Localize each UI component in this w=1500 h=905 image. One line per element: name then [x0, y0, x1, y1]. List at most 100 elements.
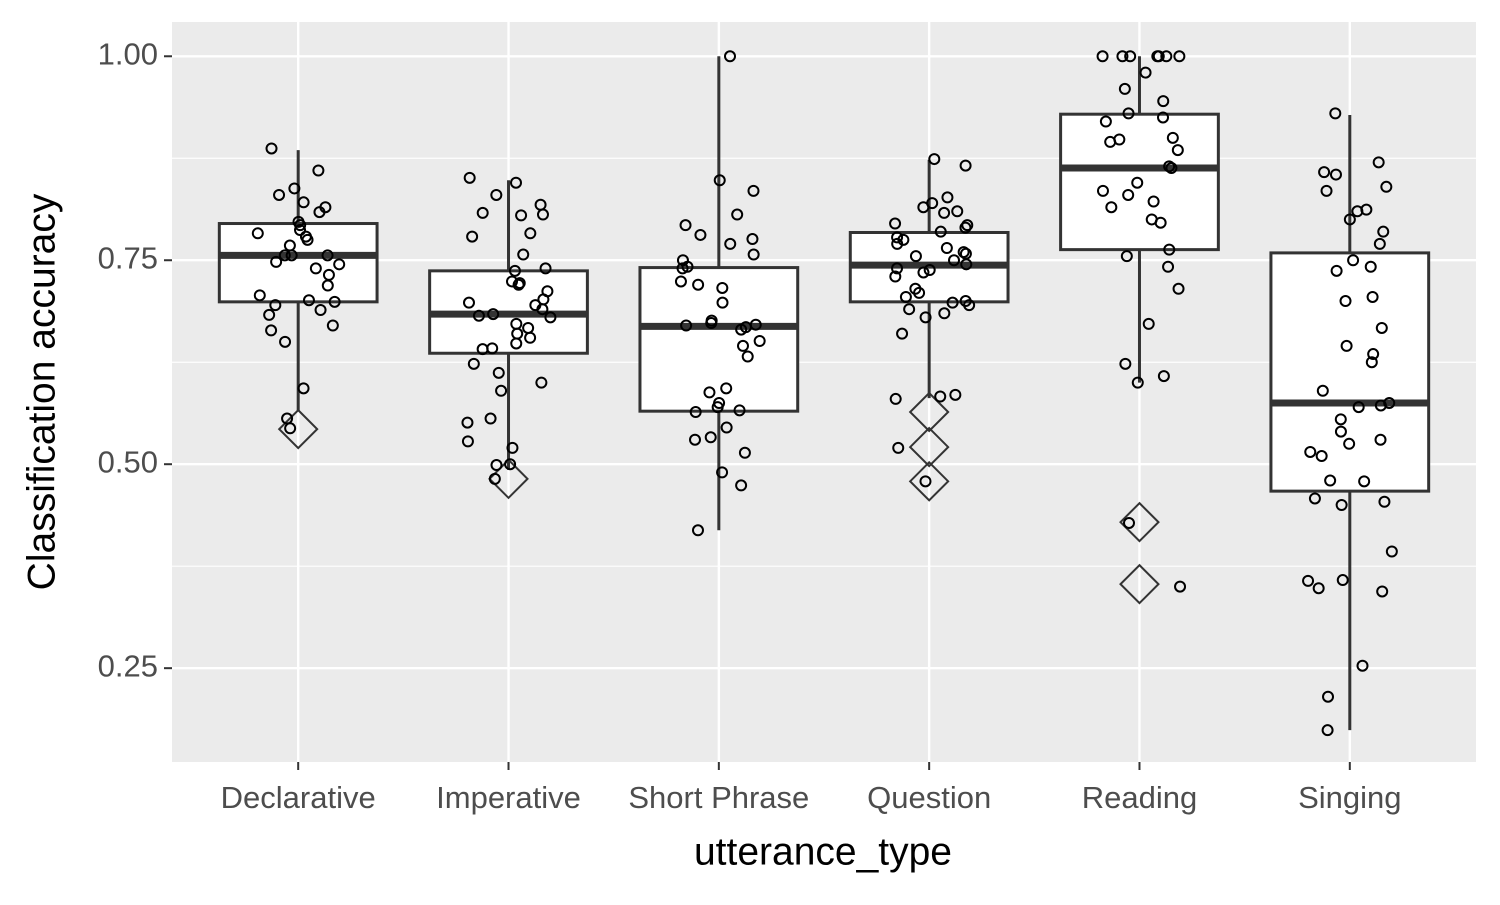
point: [957, 246, 970, 259]
y-tick-label: 1.00: [98, 36, 158, 71]
point: [940, 241, 953, 254]
point: [941, 191, 954, 204]
point: [1343, 213, 1356, 226]
point: [251, 227, 264, 240]
x-tick-label: Question: [867, 780, 991, 815]
point: [676, 262, 689, 275]
point: [278, 249, 291, 262]
point: [536, 208, 549, 221]
point: [1099, 115, 1112, 128]
point: [506, 275, 519, 288]
point: [1174, 580, 1187, 593]
point: [1315, 450, 1328, 463]
point: [1116, 50, 1129, 63]
point: [1373, 237, 1386, 250]
point: [1123, 516, 1136, 529]
point: [1118, 82, 1131, 95]
point: [689, 405, 702, 418]
point: [1171, 144, 1184, 157]
point: [508, 264, 521, 277]
point: [703, 386, 716, 399]
point: [1375, 321, 1388, 334]
point: [1119, 357, 1132, 370]
point: [461, 435, 474, 448]
point: [488, 472, 501, 485]
point: [544, 311, 557, 324]
point: [928, 153, 941, 166]
point: [961, 219, 974, 232]
point: [746, 233, 759, 246]
outlier: [1119, 501, 1160, 543]
point: [1124, 50, 1137, 63]
point: [891, 231, 904, 244]
point: [747, 184, 760, 197]
point: [253, 289, 266, 302]
point: [1343, 437, 1356, 450]
point: [919, 475, 932, 488]
point: [1374, 433, 1387, 446]
point: [515, 209, 528, 222]
point: [691, 524, 704, 537]
point: [1139, 66, 1152, 79]
point: [313, 206, 326, 219]
point: [891, 262, 904, 275]
point: [1380, 180, 1393, 193]
point: [736, 339, 749, 352]
point: [1105, 201, 1118, 214]
point: [919, 311, 932, 324]
point: [716, 296, 729, 309]
point: [1339, 295, 1352, 308]
point: [1329, 168, 1342, 181]
point: [309, 262, 322, 275]
point: [1320, 184, 1333, 197]
point: [694, 228, 707, 241]
outlier: [1119, 563, 1160, 605]
point: [326, 319, 339, 332]
point: [724, 50, 737, 63]
point: [1160, 50, 1173, 63]
point: [1165, 162, 1178, 175]
x-tick-label: Short Phrase: [628, 780, 809, 815]
point: [1096, 184, 1109, 197]
point: [321, 249, 334, 262]
point: [1308, 492, 1321, 505]
point: [312, 164, 325, 177]
point: [1334, 413, 1347, 426]
point: [1324, 474, 1337, 487]
point: [492, 366, 505, 379]
point: [889, 270, 902, 283]
point: [512, 278, 525, 291]
point: [1157, 370, 1170, 383]
point: [1131, 376, 1144, 389]
point: [487, 308, 500, 321]
point: [1366, 290, 1379, 303]
point: [959, 221, 972, 234]
point: [735, 323, 748, 336]
y-tick-label: 0.25: [98, 648, 158, 683]
point: [741, 350, 754, 363]
point: [1335, 498, 1348, 511]
point: [903, 303, 916, 316]
point: [1352, 401, 1365, 414]
point: [461, 416, 474, 429]
point: [484, 412, 497, 425]
point: [934, 390, 947, 403]
box: [638, 266, 800, 413]
point: [273, 188, 286, 201]
point: [1162, 260, 1175, 273]
point: [934, 225, 947, 238]
point: [959, 159, 972, 172]
point: [747, 248, 760, 261]
point: [1334, 425, 1347, 438]
point: [938, 307, 951, 320]
point: [1154, 216, 1167, 229]
outlier: [488, 458, 529, 500]
point: [1302, 574, 1315, 587]
point: [1157, 111, 1170, 124]
point: [506, 441, 519, 454]
point: [716, 466, 729, 479]
point: [536, 303, 549, 316]
point: [539, 262, 552, 275]
point: [713, 174, 726, 187]
point: [899, 290, 912, 303]
